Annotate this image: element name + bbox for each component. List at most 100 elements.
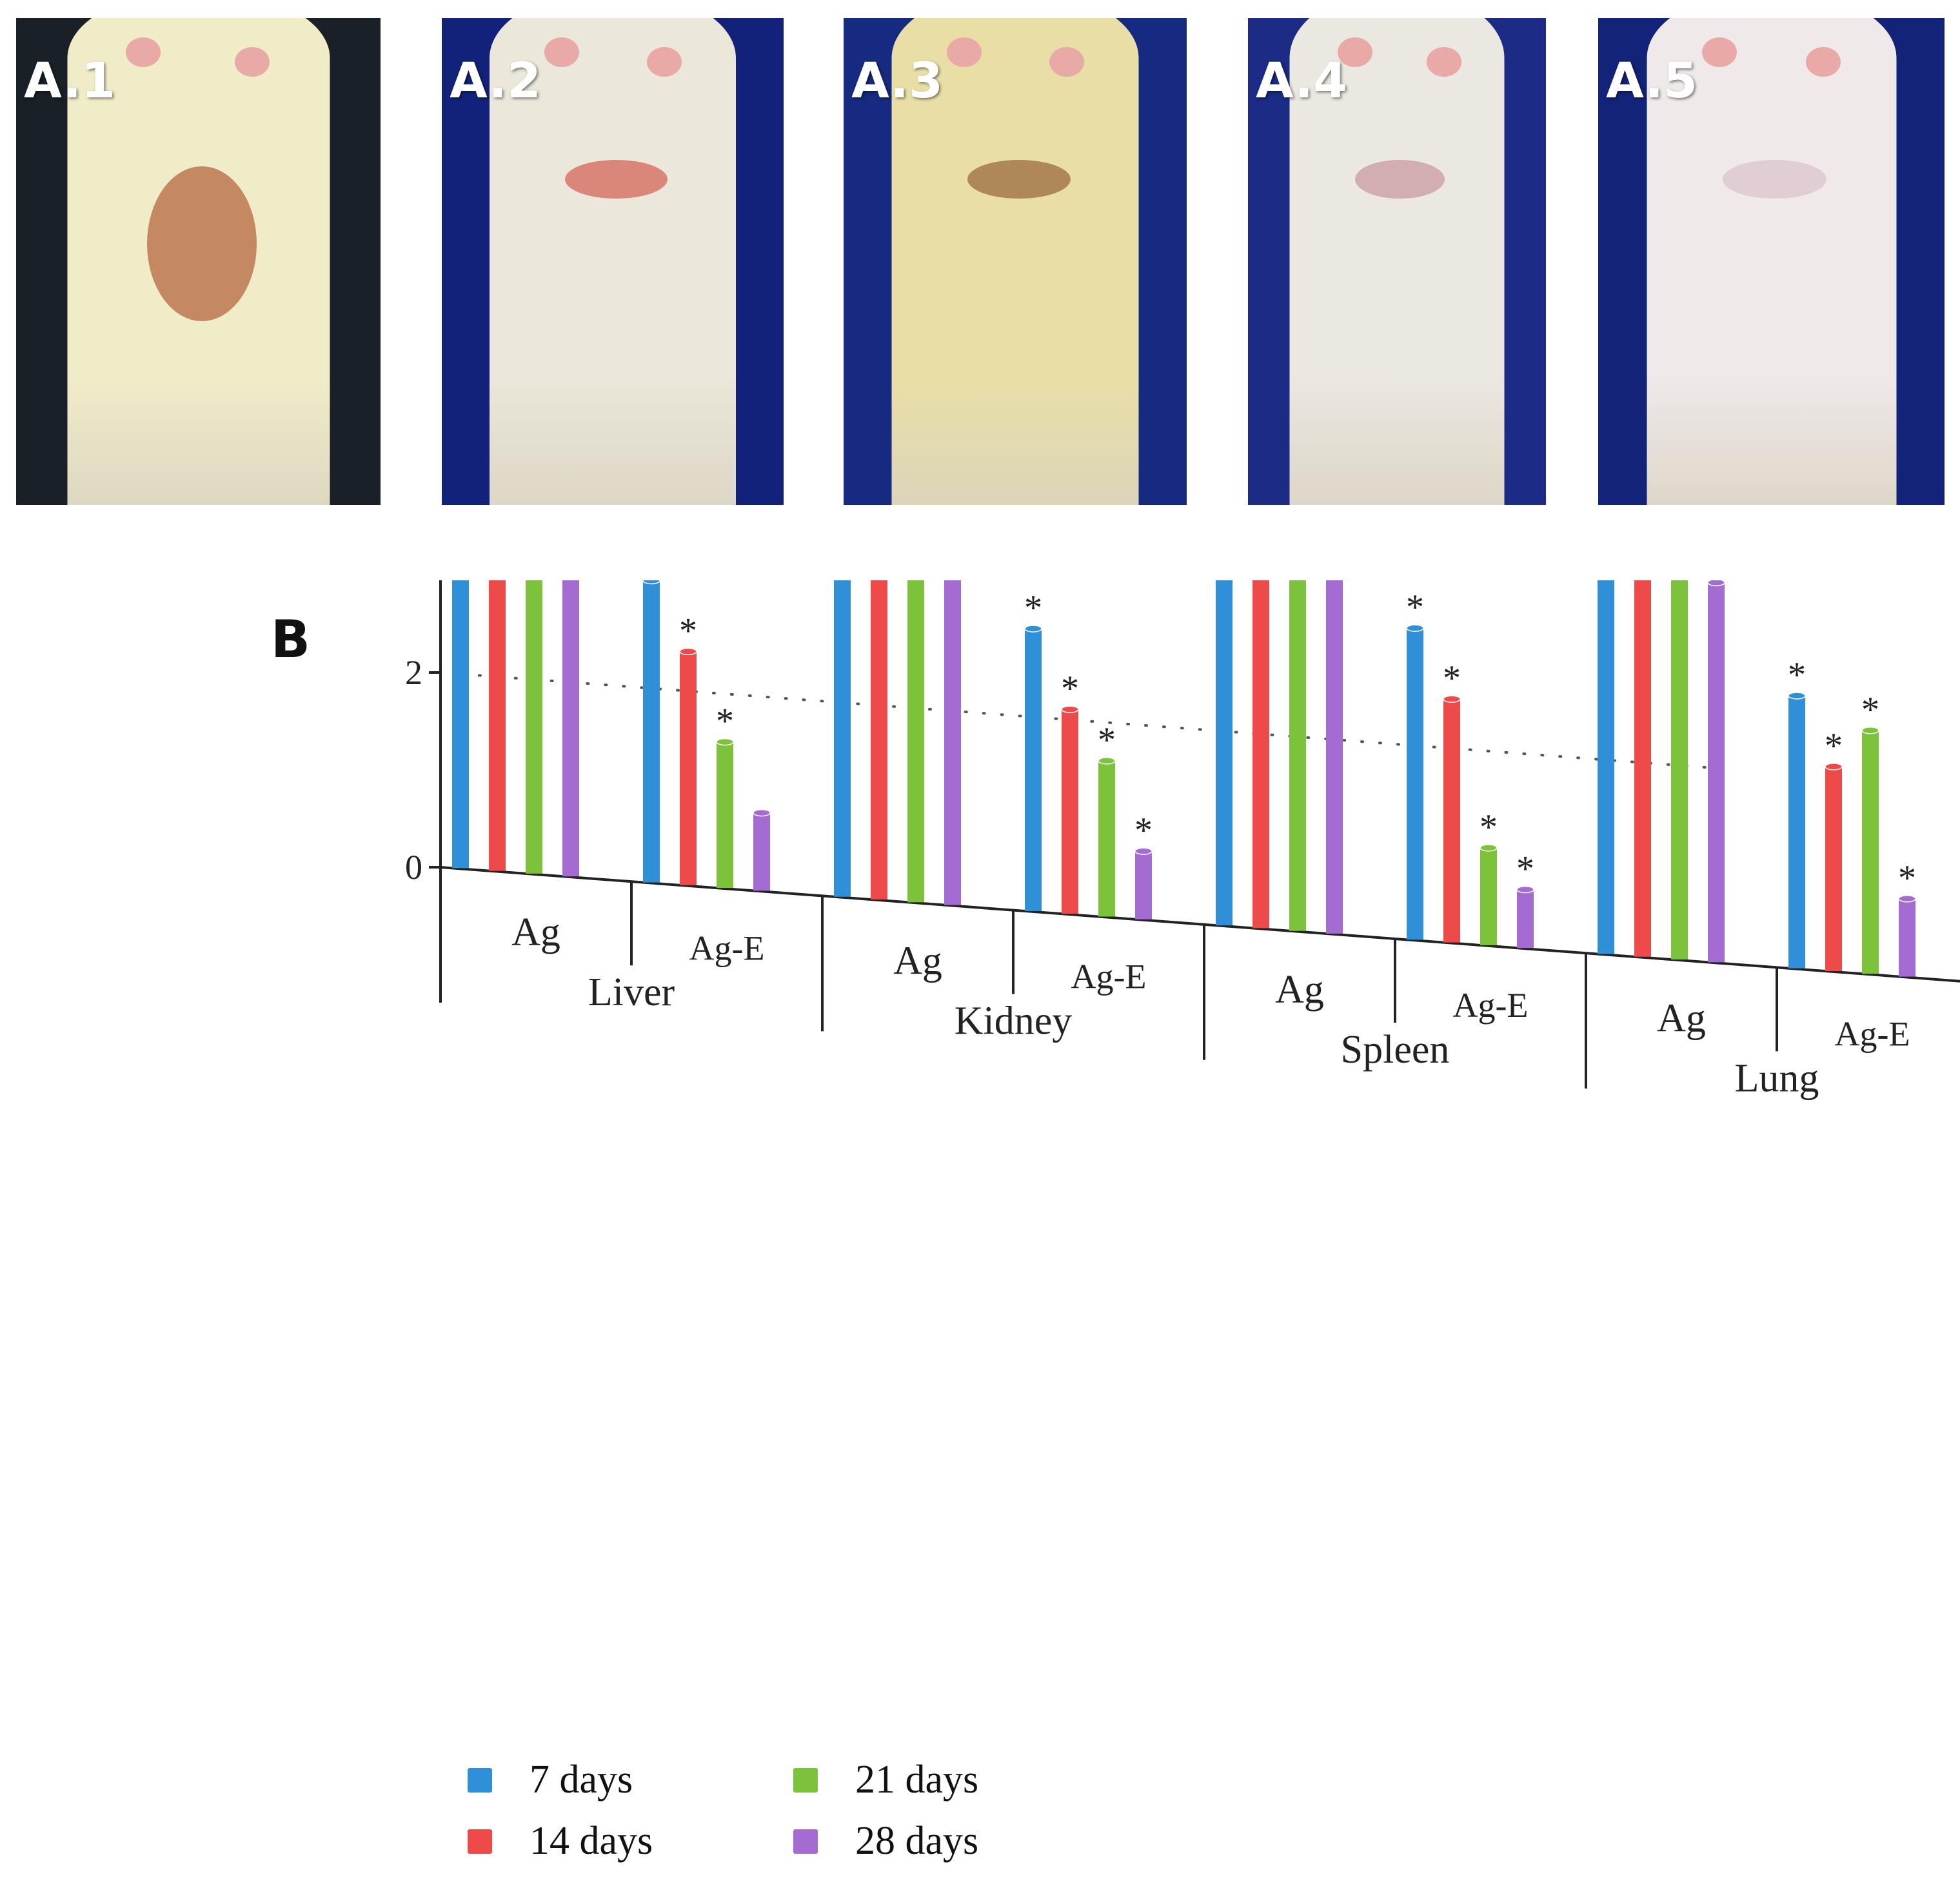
significance-mark: * — [1861, 690, 1879, 730]
significance-mark: * — [679, 611, 697, 651]
photo-label: A.2 — [450, 52, 541, 109]
organ-label: Spleen — [1341, 1028, 1450, 1072]
significance-mark: * — [1898, 858, 1916, 898]
bar-cap — [716, 738, 734, 746]
bar — [834, 580, 851, 897]
legend-item-14-days: 14 days — [468, 1818, 653, 1864]
wound-area — [967, 160, 1071, 199]
bar — [871, 580, 887, 900]
rat-ear — [647, 47, 682, 77]
bar — [1135, 851, 1152, 919]
organ-label: Liver — [588, 970, 675, 1014]
legend-label-7-days: 7 days — [530, 1758, 633, 1802]
wound-area — [565, 160, 668, 199]
treatment-label: Ag-E — [1835, 1015, 1910, 1054]
bar — [1098, 760, 1115, 917]
treatment-label: Ag-E — [1453, 986, 1529, 1025]
legend-label-14-days: 14 days — [530, 1819, 653, 1863]
bar-cap — [753, 809, 771, 817]
bar — [643, 580, 660, 883]
gridline — [460, 673, 1717, 770]
wound-area — [1355, 160, 1445, 199]
bar — [907, 580, 924, 903]
legend-swatch-14-days — [468, 1829, 492, 1854]
photo-label: A.3 — [851, 52, 943, 109]
legend-item-7-days: 7 days — [468, 1757, 633, 1803]
bar — [1517, 889, 1534, 948]
bar-cap — [1443, 695, 1461, 703]
bar — [1443, 699, 1460, 943]
bar-cap — [1024, 625, 1042, 633]
rat-body — [490, 18, 736, 505]
bar-cap — [1788, 692, 1806, 700]
bar-cap — [1406, 624, 1424, 632]
bar — [944, 580, 961, 905]
significance-mark: * — [1443, 658, 1461, 698]
legend-swatch-7-days — [468, 1767, 492, 1793]
rat-ear — [1806, 47, 1841, 77]
rat-ear — [544, 37, 579, 67]
y-tick-label: 2 — [405, 653, 422, 692]
bar — [1025, 629, 1042, 911]
treatment-label: Ag — [1657, 996, 1706, 1040]
bar — [562, 580, 579, 877]
bar — [1634, 580, 1651, 957]
rat-ear — [1702, 37, 1737, 67]
bar — [680, 651, 697, 885]
bar-cap — [1061, 705, 1079, 713]
legend-swatch-28-days — [793, 1829, 818, 1854]
bar-cap — [1134, 847, 1153, 855]
bar-cap — [1825, 763, 1843, 771]
bar — [1216, 580, 1232, 926]
bar — [753, 812, 770, 891]
panel-b-label: B — [271, 609, 310, 669]
photo-label: A.4 — [1256, 52, 1347, 109]
treatment-label: Ag — [511, 910, 560, 954]
significance-mark: * — [1825, 726, 1843, 766]
bar-cap — [1516, 885, 1534, 894]
bar — [717, 742, 733, 889]
silver-bar-chart: 0246810121416(μg of silver/g of organ)Ag… — [405, 580, 1960, 1100]
significance-mark: * — [1788, 655, 1806, 695]
legend-swatch-21-days — [793, 1767, 818, 1793]
treatment-label: Ag-E — [689, 929, 765, 967]
bar — [1899, 898, 1915, 977]
bar-cap — [1898, 895, 1916, 903]
treatment-label: Ag-E — [1071, 958, 1147, 996]
legend-label-28-days: 28 days — [855, 1819, 979, 1863]
bar — [1407, 628, 1423, 940]
bar-cap — [1098, 757, 1116, 765]
bar-cap — [642, 580, 660, 585]
significance-mark: * — [1098, 720, 1116, 760]
bar — [1825, 766, 1842, 972]
bar-cap — [1707, 580, 1725, 587]
significance-mark: * — [1134, 811, 1153, 850]
rat-ear — [1049, 47, 1084, 77]
significance-mark: * — [1480, 807, 1498, 847]
wound-area — [1723, 160, 1826, 199]
bar — [1326, 580, 1343, 934]
bar — [1671, 580, 1688, 960]
significance-mark: * — [1516, 849, 1534, 889]
photo-label: A.1 — [24, 52, 115, 109]
photo-a5: A.5 — [1598, 18, 1945, 505]
bar — [1480, 847, 1497, 945]
legend-item-28-days: 28 days — [793, 1818, 978, 1864]
organ-label: Kidney — [955, 999, 1073, 1043]
bar — [489, 580, 506, 871]
rat-ear — [126, 37, 161, 67]
bar-cap — [1861, 727, 1879, 734]
rat-ear — [1338, 37, 1372, 67]
rat-body — [891, 18, 1139, 505]
x-axis — [440, 866, 1960, 983]
significance-mark: * — [716, 702, 734, 742]
bar — [1788, 695, 1805, 968]
legend-label-21-days: 21 days — [855, 1758, 979, 1802]
rat-body — [1647, 18, 1896, 505]
photo-a4: A.4 — [1248, 18, 1546, 505]
photo-a1: A.1 — [16, 18, 381, 505]
treatment-label: Ag — [1275, 968, 1324, 1012]
legend-item-21-days: 21 days — [793, 1757, 978, 1803]
rat-body — [1289, 18, 1505, 505]
bar — [1289, 580, 1306, 931]
